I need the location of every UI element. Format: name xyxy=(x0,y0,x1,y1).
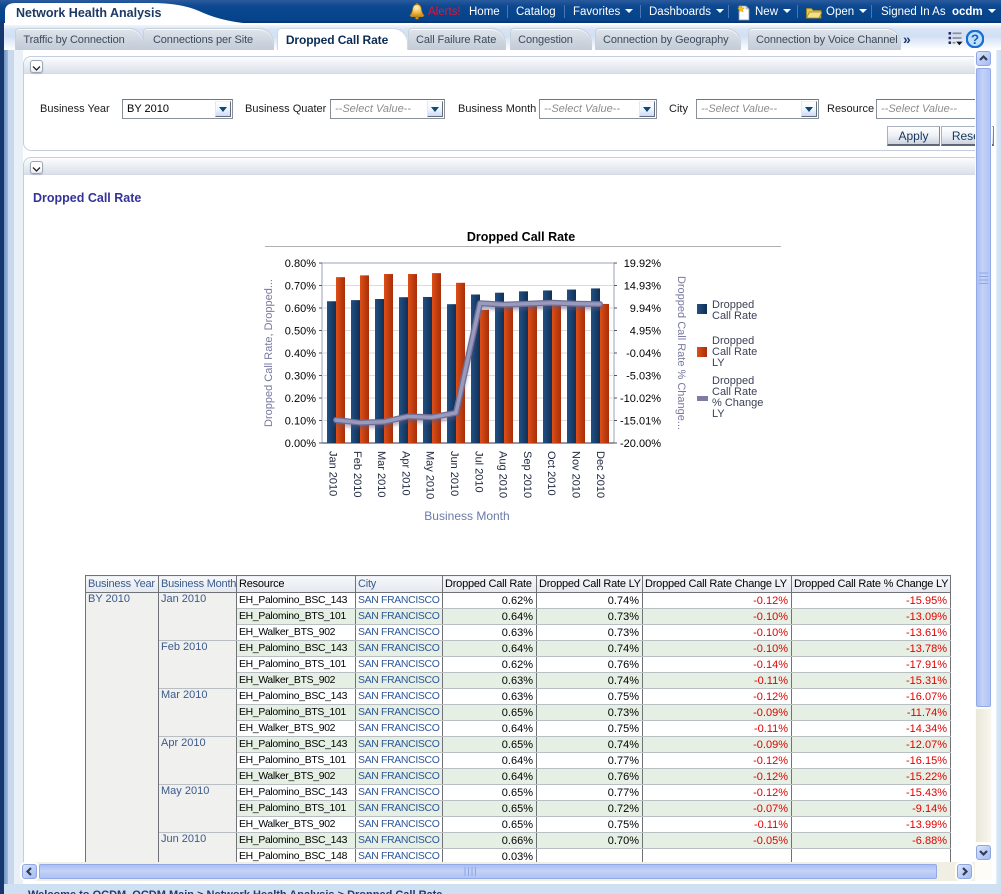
svg-text:Jan 2010: Jan 2010 xyxy=(327,451,339,496)
svg-text:0.80%: 0.80% xyxy=(285,258,316,270)
svg-text:-5.03%: -5.03% xyxy=(626,371,661,383)
svg-text:0.30%: 0.30% xyxy=(285,371,316,383)
svg-text:0.60%: 0.60% xyxy=(285,303,316,315)
svg-text:LY: LY xyxy=(712,408,725,420)
svg-text:Apr 2010: Apr 2010 xyxy=(399,451,411,496)
svg-text:-0.04%: -0.04% xyxy=(626,348,661,360)
svg-text:9.94%: 9.94% xyxy=(630,303,661,315)
svg-text:0.10%: 0.10% xyxy=(285,416,316,428)
svg-text:Jul 2010: Jul 2010 xyxy=(472,451,484,493)
svg-text:Dropped Call Rate: Dropped Call Rate xyxy=(467,230,575,244)
svg-text:-10.02%: -10.02% xyxy=(620,393,661,405)
svg-text:?: ? xyxy=(971,32,979,47)
svg-text:% Change: % Change xyxy=(712,397,763,409)
svg-text:Oct 2010: Oct 2010 xyxy=(545,451,557,496)
svg-text:Call Rate: Call Rate xyxy=(712,346,757,358)
svg-text:May 2010: May 2010 xyxy=(424,451,436,499)
svg-text:Business Month: Business Month xyxy=(424,509,509,523)
svg-text:0.40%: 0.40% xyxy=(285,348,316,360)
svg-text:Dropped Call Rate % Change...: Dropped Call Rate % Change... xyxy=(675,276,687,430)
svg-text:Dropped: Dropped xyxy=(712,335,754,347)
svg-text:Sep 2010: Sep 2010 xyxy=(521,451,533,498)
svg-text:19.92%: 19.92% xyxy=(624,258,662,270)
svg-text:Dropped Call Rate, Dropped...: Dropped Call Rate, Dropped... xyxy=(263,279,275,427)
svg-text:LY: LY xyxy=(712,357,725,369)
svg-text:Dec 2010: Dec 2010 xyxy=(594,451,606,498)
svg-text:Dropped: Dropped xyxy=(712,375,754,387)
svg-text:14.93%: 14.93% xyxy=(624,281,662,293)
svg-text:Aug 2010: Aug 2010 xyxy=(497,451,509,498)
svg-text:Call Rate: Call Rate xyxy=(712,386,757,398)
svg-text:-20.00%: -20.00% xyxy=(620,438,661,450)
svg-text:Call Rate: Call Rate xyxy=(712,310,757,322)
svg-text:4.95%: 4.95% xyxy=(630,326,661,338)
svg-text:0.00%: 0.00% xyxy=(285,438,316,450)
svg-text:Nov 2010: Nov 2010 xyxy=(570,451,582,498)
svg-text:Jun 2010: Jun 2010 xyxy=(448,451,460,496)
svg-text:0.50%: 0.50% xyxy=(285,326,316,338)
svg-text:0.70%: 0.70% xyxy=(285,281,316,293)
svg-text:Dropped: Dropped xyxy=(712,299,754,311)
svg-text:Feb 2010: Feb 2010 xyxy=(351,451,363,497)
svg-text:Mar 2010: Mar 2010 xyxy=(375,451,387,497)
svg-text:0.20%: 0.20% xyxy=(285,393,316,405)
svg-text:-15.01%: -15.01% xyxy=(620,416,661,428)
